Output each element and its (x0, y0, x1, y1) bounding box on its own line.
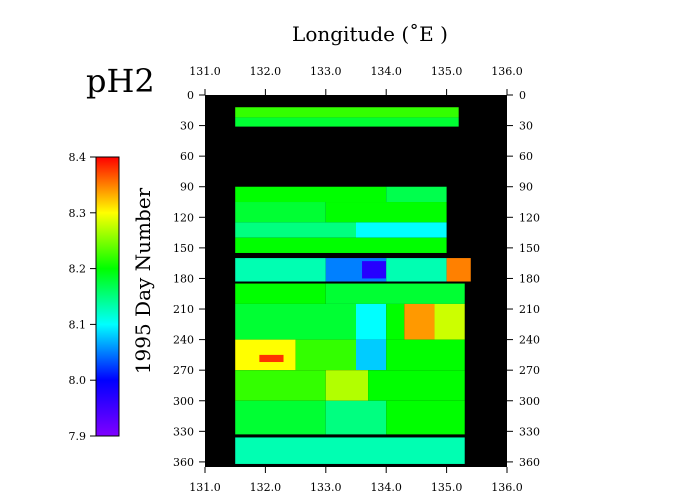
heatmap-cell (235, 258, 326, 282)
heatmap-cell (386, 303, 405, 340)
y-tick-label-left: 180 (173, 272, 194, 285)
heatmap-cell (235, 237, 447, 253)
y-tick-label-right: 120 (519, 211, 540, 224)
heatmap-cell (235, 222, 356, 238)
colorbar-ticks: 8.4 8.3 8.2 8.1 8.0 7.9 (69, 151, 96, 443)
heatmap-cell (325, 283, 465, 304)
heatmap-cell (295, 339, 356, 371)
y-tick-label-left: 300 (173, 395, 194, 408)
y-tick-label-right: 30 (519, 120, 533, 133)
y-tick-label-right: 180 (519, 272, 540, 285)
y-tick-label-left: 60 (180, 150, 194, 163)
heatmap-cell (362, 261, 387, 279)
colorbar-tick-label: 8.1 (69, 318, 87, 331)
x-tick-label-top: 132.0 (250, 65, 282, 78)
heatmap-cell (368, 370, 465, 401)
heatmap-cell (386, 258, 447, 282)
heatmap-cell (259, 354, 284, 363)
x-tick-label-top: 134.0 (370, 65, 402, 78)
y-tick-label-right: 210 (519, 303, 540, 316)
y-tick-label-right: 240 (519, 334, 540, 347)
x-tick-label-top: 136.0 (491, 65, 523, 78)
heatmap-cell (386, 400, 465, 435)
heatmap-cell (325, 370, 369, 401)
x-tick-label-bottom: 132.0 (250, 481, 282, 494)
heatmap-cell (434, 303, 465, 340)
heatmap-cell (235, 370, 326, 401)
heatmap-cell (235, 186, 387, 203)
y-tick-label-left: 0 (187, 89, 194, 102)
heatmap-cell (235, 400, 326, 435)
heatmap-cell (235, 303, 356, 340)
heatmap-cell (325, 400, 387, 435)
y-tick-label-left: 210 (173, 303, 194, 316)
x-tick-label-bottom: 131.0 (189, 481, 221, 494)
heatmap-cell (356, 303, 387, 340)
heatmap-cell (404, 303, 435, 340)
colorbar-tick-label: 8.2 (69, 263, 87, 276)
y-tick-label-left: 150 (173, 242, 194, 255)
y-tick-label-left: 120 (173, 211, 194, 224)
axes: 131.0 131.0 132.0 132.0 133.0 133.0 134.0 134.0… (173, 65, 540, 494)
colorbar-tick-label: 8.3 (69, 207, 87, 220)
heatmap-cell (235, 117, 459, 127)
y-tick-label-right: 300 (519, 395, 540, 408)
heatmap-cell (356, 222, 447, 238)
y-tick-label-left: 240 (173, 334, 194, 347)
x-tick-label-bottom: 133.0 (310, 481, 342, 494)
heatmap-cell (235, 202, 326, 223)
y-tick-label-right: 150 (519, 242, 540, 255)
y-tick-label-right: 90 (519, 181, 533, 194)
x-tick-label-bottom: 134.0 (370, 481, 402, 494)
colorbar-tick-label: 8.0 (69, 374, 87, 387)
y-tick-label-left: 90 (180, 181, 194, 194)
y-tick-label-right: 360 (519, 456, 540, 469)
heatmap-cell (235, 107, 459, 118)
heatmap-cell (446, 258, 471, 282)
x-tick-label-top: 131.0 (189, 65, 221, 78)
y-tick-label-left: 360 (173, 456, 194, 469)
colorbar-tick-label: 8.4 (69, 151, 87, 164)
x-axis-title: Longitude (˚E ) (292, 22, 448, 46)
heatmap-cell (386, 186, 447, 203)
heatmap-cell (325, 202, 447, 223)
y-tick-label-left: 270 (173, 364, 194, 377)
x-tick-label-top: 133.0 (310, 65, 342, 78)
y-axis-title: 1995 Day Number (131, 187, 155, 374)
colorbar (95, 156, 120, 437)
heatmap-cell (235, 283, 326, 304)
y-tick-label-right: 0 (519, 89, 526, 102)
data-cells (235, 107, 471, 464)
x-tick-label-bottom: 136.0 (491, 481, 523, 494)
y-tick-label-right: 270 (519, 364, 540, 377)
y-tick-label-left: 30 (180, 120, 194, 133)
y-tick-label-left: 330 (173, 425, 194, 438)
x-tick-label-top: 135.0 (431, 65, 463, 78)
y-tick-label-right: 330 (519, 425, 540, 438)
y-tick-label-right: 60 (519, 150, 533, 163)
heatmap-cell (235, 437, 465, 464)
x-tick-label-bottom: 135.0 (431, 481, 463, 494)
heatmap-cell (386, 339, 465, 371)
chart-title: pH2 (86, 62, 155, 100)
colorbar-tick-label: 7.9 (69, 430, 87, 443)
heatmap-cell (356, 339, 387, 371)
